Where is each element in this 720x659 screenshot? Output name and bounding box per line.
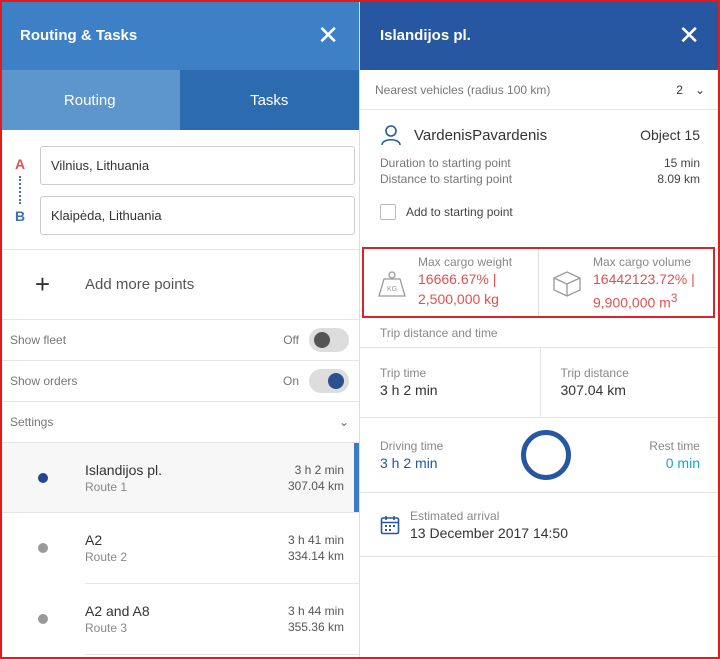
add-to-start-checkbox[interactable]: [380, 204, 396, 220]
trip-time-value: 3 h 2 min: [380, 382, 438, 398]
show-fleet-label: Show fleet: [10, 333, 67, 347]
plus-icon: +: [34, 269, 51, 299]
route-item[interactable]: Islandijos pl. Route 1 3 h 2 min 307.04 …: [0, 443, 359, 513]
add-more-points-button[interactable]: + Add more points: [0, 250, 359, 320]
route-dot-icon: [0, 472, 85, 483]
duration-value: 15 min: [663, 156, 700, 170]
nearest-vehicles-label: Nearest vehicles (radius 100 km): [375, 82, 551, 97]
panel-title: Routing & Tasks: [20, 26, 138, 44]
arrival-label: Estimated arrival: [410, 508, 500, 523]
cargo-volume-label: Max cargo volume: [593, 255, 692, 269]
trip-distance-value: 307.04 km: [560, 382, 626, 398]
route-distance: 355.36 km: [287, 620, 344, 634]
end-point-input[interactable]: Klaipėda, Lithuania: [40, 196, 355, 235]
route-dot-icon: [0, 614, 85, 624]
show-orders-label: Show orders: [10, 374, 78, 388]
show-fleet-state: Off: [283, 333, 299, 347]
estimated-arrival: Estimated arrival 13 December 2017 14:50: [360, 493, 720, 557]
close-icon[interactable]: ✕: [317, 20, 339, 50]
start-point-input[interactable]: Vilnius, Lithuania: [40, 146, 355, 185]
show-orders-toggle[interactable]: [309, 369, 349, 393]
cargo-volume-number: 9,900,000 m: [593, 294, 671, 311]
distance-label: Distance to starting point: [380, 172, 513, 186]
driving-rest-donut: [521, 430, 572, 480]
weight-icon-text: KG: [387, 286, 397, 293]
distance-value: 8.09 km: [657, 172, 700, 186]
arrival-value: 13 December 2017 14:50: [410, 524, 568, 541]
route-name: A2: [85, 532, 103, 548]
toggle-knob: [328, 373, 344, 389]
show-fleet-row: Show fleet Off: [0, 320, 359, 361]
chevron-down-icon: ⌄: [338, 415, 349, 429]
trip-stats: Trip time 3 h 2 min Trip distance 307.04…: [360, 348, 720, 418]
point-a-marker: A: [15, 156, 26, 172]
cargo-volume: Max cargo volume 16442123.72% | 9,900,00…: [538, 249, 713, 316]
add-to-start-checkbox-row[interactable]: Add to starting point: [380, 204, 700, 220]
cargo-weight-label: Max cargo weight: [418, 255, 513, 269]
route-points: A B Vilnius, Lithuania Klaipėda, Lithuan…: [0, 130, 359, 250]
route-item[interactable]: A2 and A8 Route 3 3 h 44 min 355.36 km: [0, 584, 359, 654]
route-divider: [85, 583, 359, 584]
rest-time-value: 0 min: [665, 455, 700, 471]
route-details-panel: Islandijos pl. ✕ Nearest vehicles (radiu…: [360, 0, 720, 659]
rest-time-label: Rest time: [649, 439, 700, 453]
trip-time-label: Trip time: [380, 366, 427, 380]
route-time: 3 h 41 min: [287, 533, 344, 547]
show-orders-state: On: [282, 374, 299, 388]
cubic-superscript: 3: [670, 292, 678, 305]
nearest-vehicles-dropdown[interactable]: Nearest vehicles (radius 100 km) 2 ⌄: [360, 70, 720, 110]
route-dot-icon: [0, 543, 85, 553]
cargo-volume-percent: 16442123.72% |: [593, 271, 695, 287]
settings-label: Settings: [10, 415, 54, 429]
route-time: 3 h 2 min: [294, 462, 344, 477]
routing-tasks-panel: Routing & Tasks ✕ Routing Tasks A B Viln…: [0, 0, 360, 659]
route-title: Islandijos pl.: [380, 26, 471, 44]
vehicle-object: Object 15: [640, 127, 700, 143]
point-b-marker: B: [15, 208, 26, 224]
person-icon: [381, 125, 401, 146]
tab-bar: Routing Tasks: [0, 70, 359, 130]
add-to-start-label: Add to starting point: [406, 205, 513, 219]
route-divider: [85, 654, 359, 655]
tab-tasks[interactable]: Tasks: [179, 70, 359, 130]
route-item[interactable]: A2 Route 2 3 h 41 min 334.14 km: [0, 513, 359, 583]
weight-icon: KG: [374, 271, 410, 297]
close-icon[interactable]: ✕: [678, 20, 700, 50]
settings-expander[interactable]: Settings ⌄: [0, 402, 359, 443]
cargo-weight: KG Max cargo weight 16666.67% | 2,500,00…: [364, 249, 538, 316]
route-number: Route 1: [85, 479, 128, 494]
route-name: Islandijos pl.: [85, 461, 163, 478]
route-name: A2 and A8: [85, 603, 150, 619]
tab-routing[interactable]: Routing: [0, 70, 180, 130]
nearest-vehicles-count: 2: [676, 82, 683, 97]
route-number: Route 3: [85, 621, 128, 635]
route-time: 3 h 44 min: [287, 604, 344, 618]
driving-rest-row: Driving time 3 h 2 min Rest time 0 min: [360, 418, 720, 493]
duration-label: Duration to starting point: [380, 156, 511, 170]
driver-name: VardenisPavardenis: [414, 126, 548, 144]
routing-header: Routing & Tasks ✕: [0, 0, 359, 70]
cargo-capacity-box: KG Max cargo weight 16666.67% | 2,500,00…: [362, 247, 715, 318]
cargo-volume-value: 9,900,000 m3: [593, 289, 695, 313]
cargo-weight-value: 2,500,000 kg: [418, 291, 499, 307]
chevron-down-icon: ⌄: [694, 82, 705, 97]
trip-distance-label: Trip distance: [560, 366, 629, 380]
driving-time-label: Driving time: [380, 439, 444, 453]
cargo-weight-percent: 16666.67% |: [418, 271, 497, 287]
show-orders-row: Show orders On: [0, 361, 359, 402]
calendar-icon: [380, 515, 400, 534]
toggle-knob: [314, 332, 330, 348]
route-distance: 334.14 km: [287, 549, 344, 563]
route-number: Route 2: [85, 550, 128, 564]
details-header: Islandijos pl. ✕: [360, 0, 720, 70]
driving-time-value: 3 h 2 min: [380, 455, 438, 471]
add-points-label: Add more points: [85, 276, 195, 293]
route-distance: 307.04 km: [287, 478, 344, 493]
route-connector: [19, 176, 21, 204]
box-icon: [549, 271, 585, 297]
vehicle-card: VardenisPavardenis Object 15 Duration to…: [360, 110, 720, 245]
show-fleet-toggle[interactable]: [309, 328, 349, 352]
trip-section-title: Trip distance and time: [360, 318, 720, 348]
